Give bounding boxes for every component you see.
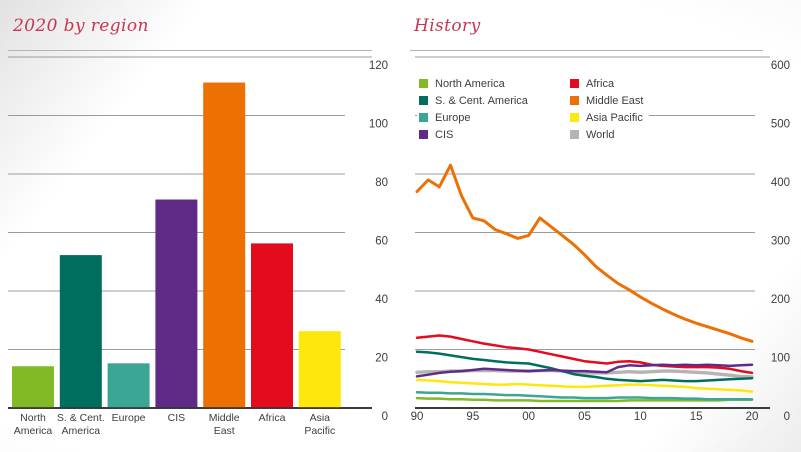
series-line-cis xyxy=(415,363,754,378)
line-x-tick-label: 90 xyxy=(411,411,424,423)
legend-label: CIS xyxy=(435,128,454,141)
bar-y-tick-label: 60 xyxy=(375,236,388,248)
bar-europe xyxy=(107,363,150,408)
bar-y-tick-label: 40 xyxy=(375,294,388,306)
legend-item-asia-pacific: Asia Pacific xyxy=(570,109,643,126)
line-y-tick-label: 600 xyxy=(771,60,790,72)
bar-x-tick-label: Africa xyxy=(259,412,286,424)
legend-column-2: Africa Middle East Asia Pacific World xyxy=(570,75,643,143)
legend-swatch-africa xyxy=(570,79,579,88)
legend-label: Asia Pacific xyxy=(586,111,643,124)
line-y-tick-label: 200 xyxy=(771,294,790,306)
line-y-tick-label: 300 xyxy=(771,236,790,248)
series-line-africa xyxy=(415,334,754,375)
line-x-tick-label: 95 xyxy=(466,411,479,423)
bar-middle-east xyxy=(203,82,246,408)
series-line-middle-east xyxy=(415,163,754,343)
legend-item-middle-east: Middle East xyxy=(570,92,643,109)
line-x-tick-label: 05 xyxy=(578,411,591,423)
legend-item-world: World xyxy=(570,126,643,143)
bar-x-tick-label: America xyxy=(14,425,53,437)
legend-item-africa: Africa xyxy=(570,75,643,92)
legend-swatch-europe xyxy=(419,113,428,122)
left-header-rule xyxy=(8,50,372,51)
legend-item-north-america: North America xyxy=(419,75,570,92)
line-x-tick-label: 00 xyxy=(522,411,535,423)
line-x-tick-label: 15 xyxy=(690,411,703,423)
bar-y-tick-label: 120 xyxy=(369,60,388,72)
legend-item-cis: CIS xyxy=(419,126,570,143)
legend-label: North America xyxy=(435,77,505,90)
left-chart-title: 2020 by region xyxy=(13,16,149,36)
legend-swatch-cis xyxy=(419,130,428,139)
legend-column-1: North America S. & Cent. America Europe CIS xyxy=(419,75,570,143)
legend-item-s-cent-america: S. & Cent. America xyxy=(419,92,570,109)
legend-swatch-asia-pacific xyxy=(570,113,579,122)
legend-swatch-world xyxy=(570,130,579,139)
legend: North America S. & Cent. America Europe CIS… xyxy=(417,74,650,145)
right-chart-title: History xyxy=(414,16,481,36)
bar-x-tick-label: America xyxy=(62,425,101,437)
bar-x-tick-label: Europe xyxy=(112,412,146,424)
bar-x-tick-label: North xyxy=(20,412,46,424)
bar-x-tick-label: S. & Cent. xyxy=(57,412,105,424)
bar-cis xyxy=(155,199,198,408)
bar-x-tick-label: Pacific xyxy=(304,425,335,437)
line-x-tick-label: 20 xyxy=(746,411,759,423)
bar-x-tick-label: CIS xyxy=(168,412,186,424)
line-y-tick-label: 100 xyxy=(771,353,790,365)
series-line-asia-pacific xyxy=(415,378,754,393)
series-line-s-cent-america xyxy=(415,350,754,383)
bar-s-cent-america xyxy=(59,255,102,408)
bar-x-tick-label: Middle xyxy=(209,412,240,424)
series-line-north-america xyxy=(415,396,754,403)
bar-africa xyxy=(251,243,293,408)
legend-label: Africa xyxy=(586,77,615,90)
legend-label: Europe xyxy=(435,111,471,124)
bar-y-tick-label: 80 xyxy=(375,177,388,189)
bar-x-tick-label: Asia xyxy=(310,412,331,424)
legend-swatch-s-cent-america xyxy=(419,96,428,105)
line-y-tick-label: 500 xyxy=(771,119,790,131)
bar-north-america xyxy=(12,366,54,408)
line-y-tick-label: 400 xyxy=(771,177,790,189)
legend-label: World xyxy=(586,128,615,141)
legend-item-europe: Europe xyxy=(419,109,570,126)
line-y-tick-label: 0 xyxy=(784,411,790,423)
legend-label: Middle East xyxy=(586,94,644,107)
bar-x-tick-label: East xyxy=(214,425,235,437)
bar-asia-pacific xyxy=(298,331,341,408)
right-header-rule xyxy=(410,50,763,51)
legend-swatch-middle-east xyxy=(570,96,579,105)
bar-y-tick-label: 20 xyxy=(375,353,388,365)
bar-y-tick-label: 100 xyxy=(369,119,388,131)
bar-y-tick-label: 0 xyxy=(382,411,388,423)
legend-label: S. & Cent. America xyxy=(435,94,528,107)
legend-swatch-north-america xyxy=(419,79,428,88)
series-line-europe xyxy=(415,390,754,401)
line-x-tick-label: 10 xyxy=(634,411,647,423)
